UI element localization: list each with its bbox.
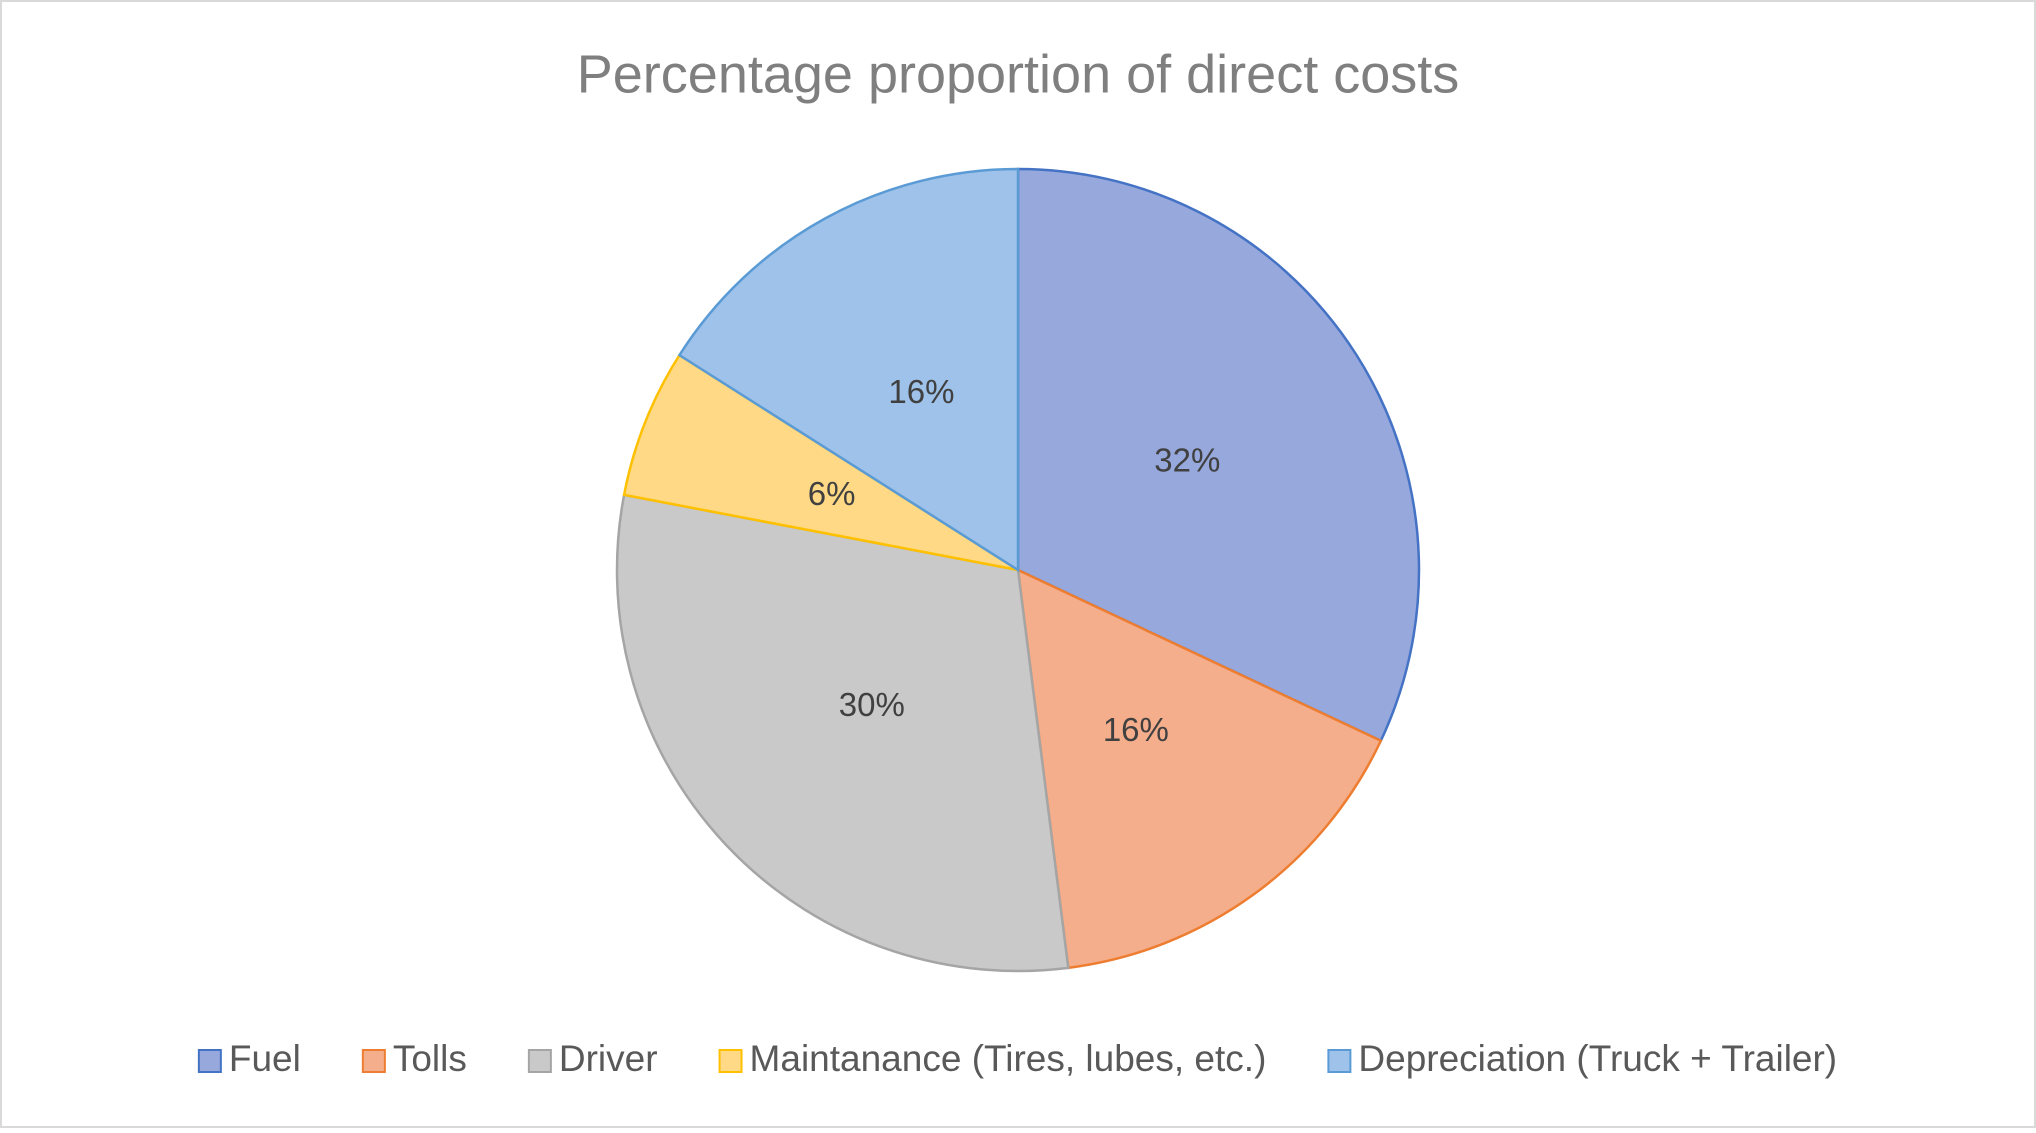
- pie-slice: [1016, 567, 1383, 970]
- legend-label: Tolls: [393, 1038, 467, 1079]
- legend-swatch: [197, 1049, 222, 1073]
- pie-slice: [622, 353, 1019, 572]
- chart-title: Percentage proportion of direct costs: [577, 44, 1459, 104]
- legend-swatch: [1327, 1049, 1352, 1073]
- pie-slice: [677, 167, 1020, 573]
- data-label: 30%: [839, 686, 905, 723]
- legend-label: Depreciation (Truck + Trailer): [1358, 1038, 1837, 1079]
- data-label: 32%: [1154, 441, 1220, 478]
- legend-swatch: [361, 1049, 386, 1073]
- data-label: 6%: [808, 475, 856, 512]
- data-label: 16%: [888, 373, 954, 410]
- legend-swatch: [718, 1049, 743, 1073]
- pie-slice: [615, 493, 1070, 973]
- legend-label: Fuel: [229, 1038, 301, 1079]
- data-label: 16%: [1103, 711, 1169, 748]
- legend-label: Maintanance (Tires, lubes, etc.): [750, 1038, 1267, 1079]
- pie-slice: [1016, 167, 1421, 743]
- legend-swatch: [527, 1049, 552, 1073]
- legend-label: Driver: [559, 1038, 658, 1079]
